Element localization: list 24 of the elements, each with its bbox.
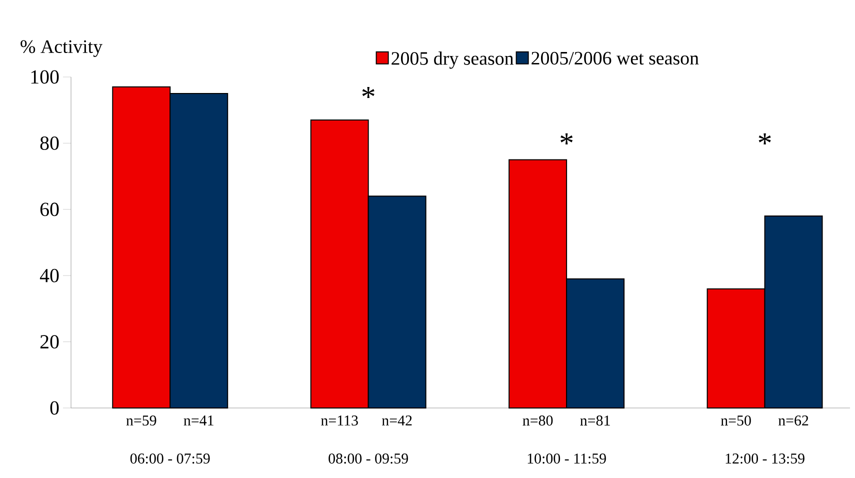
- annotation: *: [362, 87, 374, 98]
- y-tick-label: 60: [40, 202, 59, 216]
- y-tick-label: 40: [40, 268, 59, 282]
- y-axis-title: % Activity: [20, 40, 102, 57]
- text: n=50: [720, 416, 751, 426]
- x-tick-label: 12:00 - 13:59: [726, 454, 804, 464]
- y-tick-label: 0: [50, 401, 59, 415]
- legend-label: 2005/2006 wet season: [532, 52, 699, 65]
- y-tick-label: 20: [40, 335, 59, 348]
- x-tick-label: 06:00 - 07:59: [130, 454, 210, 464]
- text: n=62: [778, 416, 808, 426]
- annotation: *: [758, 133, 771, 144]
- text: n=41: [184, 416, 214, 426]
- text: n=81: [580, 416, 610, 426]
- text: n=80: [522, 416, 553, 426]
- text: n=42: [382, 416, 412, 426]
- y-tick-label: 80: [40, 136, 59, 150]
- x-tick-label: 10:00 - 11:59: [528, 454, 606, 464]
- text: n=113: [321, 416, 358, 426]
- text: n=59: [126, 416, 156, 426]
- annotation: *: [560, 133, 573, 144]
- x-tick-label: 08:00 - 09:59: [328, 454, 408, 464]
- legend-label: 2005 dry season: [392, 52, 514, 69]
- y-tick-label: 100: [31, 70, 59, 84]
